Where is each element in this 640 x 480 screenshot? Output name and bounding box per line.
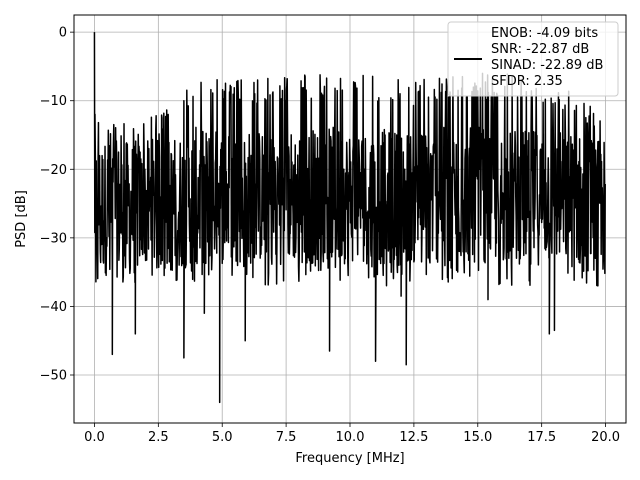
- y-tick-label: −30: [40, 231, 67, 246]
- legend-box: [447, 21, 619, 97]
- y-axis-ticks: 0 −10 −20 −30 −40 −50: [40, 26, 74, 384]
- legend-snr: SNR: -22.87 dB: [491, 42, 589, 57]
- x-tick-label: 12.5: [399, 430, 428, 445]
- y-tick-label: −20: [40, 163, 67, 178]
- legend-sinad: SINAD: -22.89 dB: [491, 58, 603, 73]
- x-tick-label: 20.0: [591, 430, 620, 445]
- x-tick-label: 2.5: [148, 430, 169, 445]
- plot-area: [93, 32, 606, 404]
- x-axis-label: Frequency [MHz]: [295, 451, 404, 466]
- y-tick-label: −50: [40, 369, 67, 384]
- x-tick-label: 17.5: [527, 430, 556, 445]
- legend-sfdr: SFDR: 2.35: [491, 74, 563, 89]
- x-tick-label: 10.0: [336, 430, 365, 445]
- x-tick-label: 5.0: [212, 430, 233, 445]
- x-tick-label: 0.0: [84, 430, 105, 445]
- psd-series-line: [93, 32, 606, 404]
- y-tick-label: 0: [59, 26, 67, 41]
- x-tick-label: 15.0: [463, 430, 492, 445]
- x-tick-label: 7.5: [276, 430, 297, 445]
- legend: ENOB: -4.09 bits SNR: -22.87 dB SINAD: -…: [447, 21, 619, 97]
- x-axis-ticks: 0.0 2.5 5.0 7.5 10.0 12.5 15.0 17.5 20.0: [84, 423, 620, 445]
- y-tick-label: −40: [40, 300, 67, 315]
- legend-enob: ENOB: -4.09 bits: [491, 26, 598, 41]
- y-tick-label: −10: [40, 94, 67, 109]
- y-axis-label: PSD [dB]: [14, 190, 29, 248]
